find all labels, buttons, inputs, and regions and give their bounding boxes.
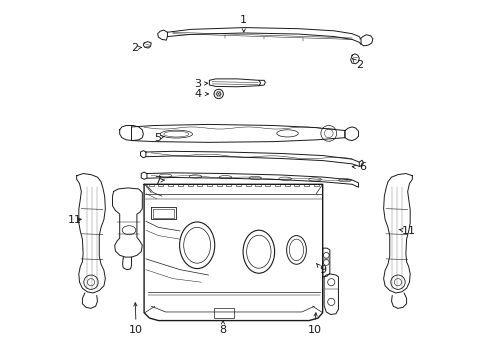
Text: 10: 10	[129, 303, 143, 335]
Text: 11: 11	[68, 215, 82, 225]
Bar	[245, 184, 250, 186]
Bar	[284, 184, 289, 186]
Bar	[236, 184, 241, 186]
Text: 2: 2	[352, 59, 362, 70]
Bar	[264, 184, 270, 186]
Text: 8: 8	[219, 321, 226, 335]
Bar	[178, 184, 183, 186]
Text: 5: 5	[154, 133, 164, 143]
Bar	[294, 184, 299, 186]
Text: 4: 4	[194, 89, 208, 99]
Bar	[304, 184, 308, 186]
Text: 6: 6	[351, 162, 366, 172]
Text: 10: 10	[307, 313, 321, 335]
Bar	[313, 184, 318, 186]
Bar	[158, 184, 163, 186]
Bar	[214, 308, 233, 318]
Bar	[216, 184, 221, 186]
Bar	[206, 184, 212, 186]
Bar	[197, 184, 202, 186]
Bar	[168, 184, 173, 186]
Text: 9: 9	[316, 263, 325, 275]
Bar	[274, 184, 279, 186]
Text: 2: 2	[131, 43, 142, 53]
Text: 11: 11	[398, 226, 415, 236]
Text: 7: 7	[154, 176, 164, 186]
Bar	[187, 184, 192, 186]
Text: 1: 1	[240, 15, 247, 32]
Text: 3: 3	[194, 79, 207, 89]
Bar	[148, 184, 153, 186]
Bar	[255, 184, 260, 186]
Bar	[226, 184, 231, 186]
